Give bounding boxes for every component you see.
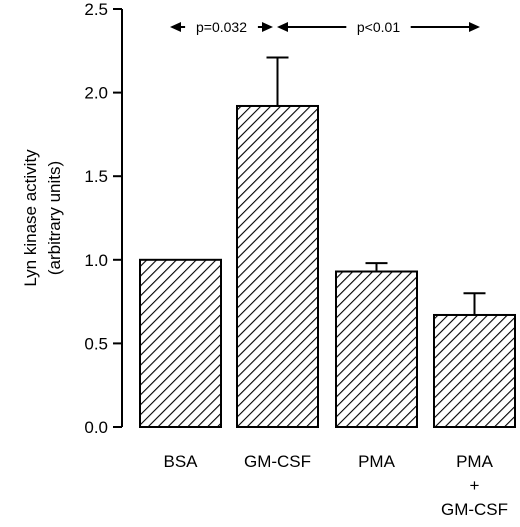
x-category-label: PMA bbox=[358, 452, 396, 471]
x-category-label: GM-CSF bbox=[441, 500, 508, 519]
annotation-arrowhead bbox=[170, 22, 181, 32]
y-tick-label: 1.0 bbox=[84, 251, 108, 270]
annotation-label: p<0.01 bbox=[357, 19, 400, 35]
y-tick-label: 1.5 bbox=[84, 167, 108, 186]
y-axis-title: Lyn kinase activity (arbitrary units) bbox=[21, 149, 64, 287]
annotation-arrowhead bbox=[469, 22, 480, 32]
x-category-label: BSA bbox=[163, 452, 198, 471]
annotation-arrowhead bbox=[277, 22, 288, 32]
y-tick-label: 2.0 bbox=[84, 84, 108, 103]
x-category-label: + bbox=[470, 476, 480, 495]
bar bbox=[335, 270, 418, 428]
plot-area: 0.0 0.5 1.0 1.5 2.0 2.5 BSA GM-CSF PMA PMA + GM-CSF… bbox=[84, 0, 516, 519]
bar bbox=[236, 104, 319, 428]
y-tick-label: 0.5 bbox=[84, 334, 108, 353]
annotation-arrowhead bbox=[262, 22, 273, 32]
x-category-label: PMA bbox=[456, 452, 494, 471]
y-axis-title-line1: Lyn kinase activity bbox=[21, 149, 40, 287]
y-tick-label: 2.5 bbox=[84, 0, 108, 19]
y-tick-label: 0.0 bbox=[84, 418, 108, 437]
annotation-label: p=0.032 bbox=[196, 19, 247, 35]
bar bbox=[433, 313, 516, 429]
bar bbox=[139, 258, 222, 428]
y-axis-title-line2: (arbitrary units) bbox=[45, 161, 64, 275]
x-category-label: GM-CSF bbox=[244, 452, 311, 471]
